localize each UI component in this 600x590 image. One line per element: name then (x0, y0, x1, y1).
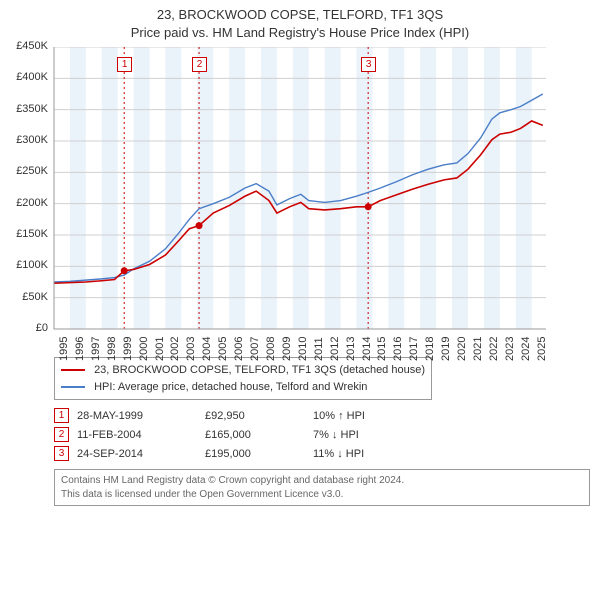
x-tick-label: 1999 (122, 337, 134, 361)
sale-delta: 11% ↓ HPI (313, 444, 373, 463)
y-tick-label: £0 (10, 322, 48, 334)
sale-price: £195,000 (205, 444, 313, 463)
x-tick-label: 2010 (297, 337, 309, 361)
x-tick-label: 1998 (106, 337, 118, 361)
legend-item-hpi: HPI: Average price, detached house, Telf… (61, 379, 425, 396)
legend-swatch-hpi (61, 386, 85, 388)
y-tick-label: £400K (10, 71, 48, 83)
y-tick-label: £150K (10, 228, 48, 240)
x-tick-label: 2007 (249, 337, 261, 361)
y-tick-label: £100K (10, 259, 48, 271)
x-tick-label: 2011 (313, 337, 325, 361)
x-tick-label: 2001 (154, 337, 166, 361)
x-tick-label: 1997 (90, 337, 102, 361)
legend: 23, BROCKWOOD COPSE, TELFORD, TF1 3QS (d… (54, 357, 432, 400)
x-tick-label: 2017 (408, 337, 420, 361)
x-tick-label: 2022 (488, 337, 500, 361)
x-tick-label: 2003 (185, 337, 197, 361)
sales-table: 1 28-MAY-1999 £92,950 10% ↑ HPI 2 11-FEB… (54, 406, 373, 463)
sale-marker-2: 2 (54, 427, 69, 442)
legend-swatch-price-paid (61, 369, 85, 371)
x-tick-label: 2025 (536, 337, 548, 361)
x-tick-label: 1995 (58, 337, 70, 361)
x-tick-label: 2013 (345, 337, 357, 361)
table-row: 2 11-FEB-2004 £165,000 7% ↓ HPI (54, 425, 373, 444)
x-tick-label: 2023 (504, 337, 516, 361)
x-tick-label: 2018 (424, 337, 436, 361)
x-tick-label: 2005 (217, 337, 229, 361)
price-chart: £0 £50K £100K £150K £200K £250K £300K £350K £400… (10, 47, 546, 357)
sale-date: 24-SEP-2014 (77, 444, 205, 463)
chart-title: 23, BROCKWOOD COPSE, TELFORD, TF1 3QS Pr… (10, 6, 590, 41)
chart-svg (10, 47, 546, 331)
sale-date: 11-FEB-2004 (77, 425, 205, 444)
sale-marker-1: 1 (54, 408, 69, 423)
legend-item-price-paid: 23, BROCKWOOD COPSE, TELFORD, TF1 3QS (d… (61, 362, 425, 379)
legend-label-price-paid: 23, BROCKWOOD COPSE, TELFORD, TF1 3QS (d… (94, 364, 425, 376)
y-tick-label: £450K (10, 40, 48, 52)
y-tick-label: £50K (10, 291, 48, 303)
x-tick-label: 2004 (201, 337, 213, 361)
x-tick-label: 2006 (233, 337, 245, 361)
title-line-2: Price paid vs. HM Land Registry's House … (10, 24, 590, 42)
x-tick-label: 2016 (392, 337, 404, 361)
sale-marker-box-3: 3 (361, 57, 376, 72)
x-tick-label: 2008 (265, 337, 277, 361)
sale-delta: 7% ↓ HPI (313, 425, 373, 444)
y-tick-label: £200K (10, 197, 48, 209)
sale-price: £92,950 (205, 406, 313, 425)
x-tick-label: 2024 (520, 337, 532, 361)
x-tick-label: 2014 (361, 337, 373, 361)
y-tick-label: £300K (10, 134, 48, 146)
y-tick-label: £250K (10, 165, 48, 177)
x-tick-label: 2000 (138, 337, 150, 361)
sale-marker-box-2: 2 (192, 57, 207, 72)
x-tick-label: 2009 (281, 337, 293, 361)
attribution-line-2: This data is licensed under the Open Gov… (61, 488, 583, 502)
x-tick-label: 1996 (74, 337, 86, 361)
sale-delta: 10% ↑ HPI (313, 406, 373, 425)
sale-price: £165,000 (205, 425, 313, 444)
x-tick-label: 2012 (329, 337, 341, 361)
attribution-line-1: Contains HM Land Registry data © Crown c… (61, 474, 583, 488)
x-tick-label: 2002 (169, 337, 181, 361)
x-tick-label: 2020 (456, 337, 468, 361)
table-row: 1 28-MAY-1999 £92,950 10% ↑ HPI (54, 406, 373, 425)
sale-date: 28-MAY-1999 (77, 406, 205, 425)
y-tick-label: £350K (10, 103, 48, 115)
legend-label-hpi: HPI: Average price, detached house, Telf… (94, 381, 367, 393)
sale-marker-box-1: 1 (117, 57, 132, 72)
title-line-1: 23, BROCKWOOD COPSE, TELFORD, TF1 3QS (10, 6, 590, 24)
sale-marker-3: 3 (54, 446, 69, 461)
table-row: 3 24-SEP-2014 £195,000 11% ↓ HPI (54, 444, 373, 463)
x-tick-label: 2015 (376, 337, 388, 361)
x-tick-label: 2021 (472, 337, 484, 361)
attribution: Contains HM Land Registry data © Crown c… (54, 469, 590, 506)
x-tick-label: 2019 (440, 337, 452, 361)
